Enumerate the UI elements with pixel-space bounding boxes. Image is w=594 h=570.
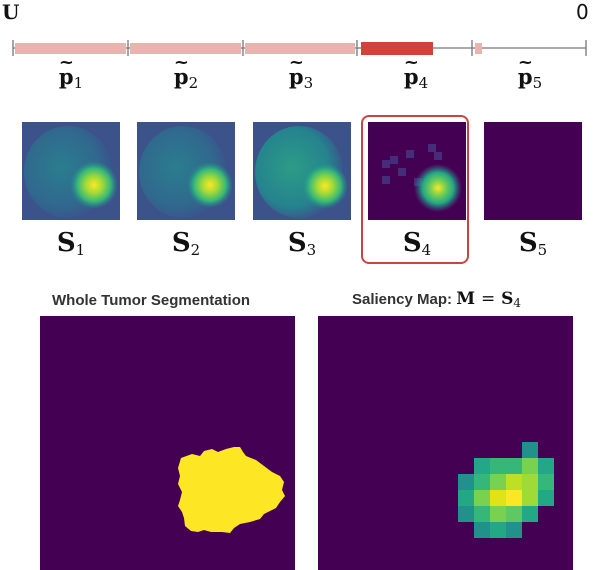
segmentation-panel xyxy=(40,316,295,570)
partition-bar-4 xyxy=(361,42,433,55)
saliency-thumb-4 xyxy=(368,122,466,220)
partition-bar-3 xyxy=(245,43,355,54)
saliency-label-3: S3 xyxy=(287,228,317,259)
saliency-thumb-2 xyxy=(137,122,235,220)
saliency-map-title: Saliency Map: M = S4 xyxy=(352,289,522,310)
saliency-label-4: S4 xyxy=(402,228,432,259)
saliency-heatmap xyxy=(458,442,554,538)
partition-axis xyxy=(12,40,587,56)
partition-label-3: ~ p3 xyxy=(288,52,314,92)
saliency-label-2: S2 xyxy=(171,228,201,259)
saliency-thumb-1 xyxy=(22,122,120,220)
saliency-panel xyxy=(318,316,573,570)
axis-label-zero: 0 xyxy=(576,0,589,24)
partition-bar-5 xyxy=(475,43,482,54)
saliency-label-1: S1 xyxy=(56,228,86,259)
tumor-mask xyxy=(178,447,285,533)
partition-label-5: ~ p5 xyxy=(517,52,543,92)
highlight-box-s4 xyxy=(361,115,469,264)
saliency-thumb-5 xyxy=(484,122,582,220)
partition-label-1: ~ p1 xyxy=(58,52,84,92)
partition-label-4: ~ p4 xyxy=(403,52,429,92)
segmentation-title: Whole Tumor Segmentation xyxy=(52,292,251,309)
partition-bar-1 xyxy=(15,43,126,54)
axis-label-u: U xyxy=(2,0,20,24)
saliency-label-5: S5 xyxy=(518,228,548,259)
partition-bar-2 xyxy=(130,43,241,54)
partition-label-2: ~ p2 xyxy=(173,52,199,92)
saliency-thumb-3 xyxy=(253,122,351,220)
